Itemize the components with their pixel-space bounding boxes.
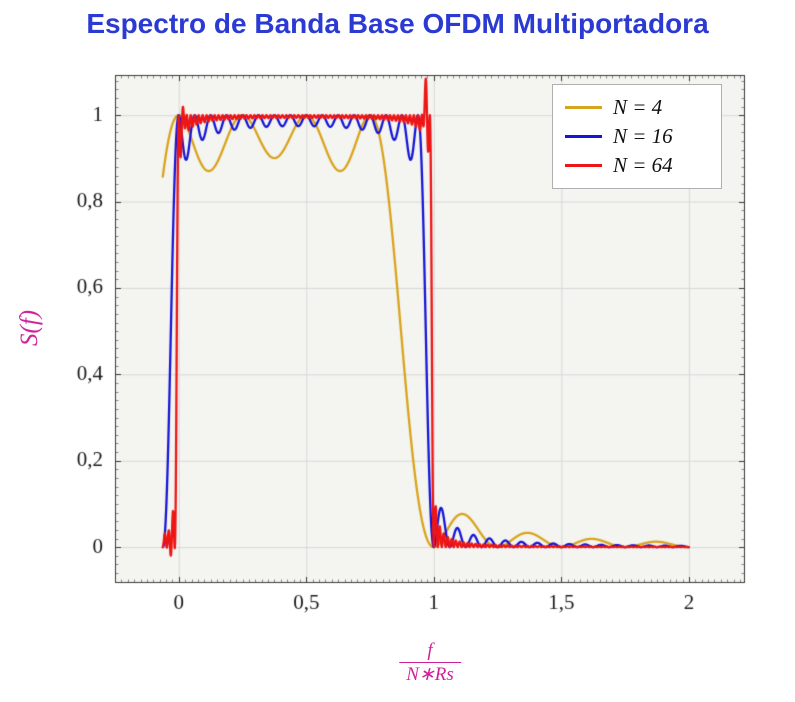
y-axis-label: S(f) (16, 309, 43, 347)
legend-entry-n16: N = 16 (565, 122, 709, 151)
legend: N = 4 N = 16 N = 64 (552, 84, 722, 189)
legend-line-n16 (565, 135, 602, 138)
chart-title: Espectro de Banda Base OFDM Multiportado… (86, 8, 709, 39)
legend-entry-n64: N = 64 (565, 151, 709, 180)
x-axis-label: f N∗Rs (399, 640, 461, 686)
legend-label-n16: N = 16 (613, 124, 673, 148)
legend-entry-n4: N = 4 (565, 93, 709, 122)
legend-line-n64 (565, 164, 602, 167)
x-axis-label-numerator: f (427, 640, 433, 661)
x-axis-label-fraction: f N∗Rs (399, 640, 461, 686)
legend-label-n64: N = 64 (613, 153, 673, 177)
legend-line-n4 (565, 106, 602, 109)
x-axis-label-denominator: N∗Rs (399, 661, 461, 686)
legend-label-n4: N = 4 (613, 95, 663, 119)
